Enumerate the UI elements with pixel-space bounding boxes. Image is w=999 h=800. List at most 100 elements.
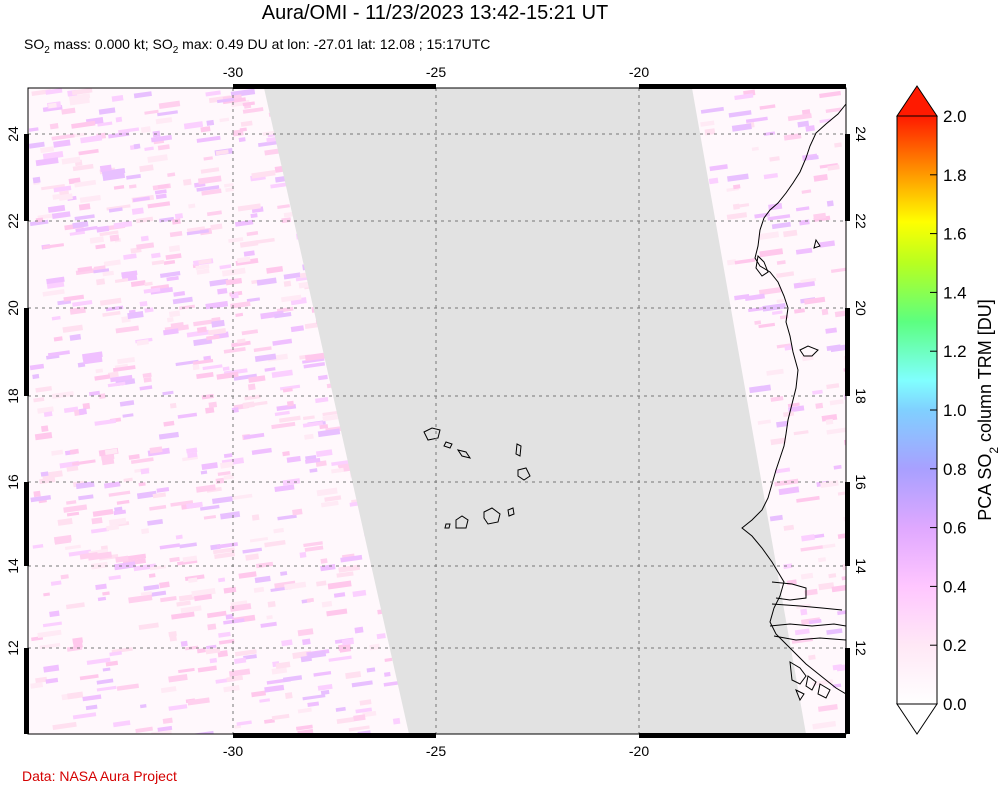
- so2-pixel: [85, 704, 98, 711]
- so2-pixel: [82, 351, 103, 360]
- so2-pixel: [355, 707, 373, 714]
- so2-pixel: [769, 156, 780, 162]
- so2-pixel: [303, 362, 326, 369]
- lat-label-left-20: 20: [5, 300, 21, 316]
- so2-pixel: [955, 667, 969, 673]
- so2-pixel: [140, 468, 150, 475]
- so2-pixel: [376, 633, 386, 640]
- cape-verde-islands: [423, 427, 531, 529]
- so2-pixel: [264, 367, 276, 372]
- so2-pixel: [771, 310, 783, 315]
- so2-pixel: [128, 594, 153, 604]
- so2-pixel: [166, 317, 174, 323]
- lat-label-right-16: 16: [853, 474, 869, 490]
- so2-pixel: [46, 276, 65, 285]
- so2-pixel: [165, 253, 182, 260]
- so2-pixel: [192, 358, 214, 365]
- so2-pixel: [62, 324, 83, 333]
- so2-pixel: [221, 267, 246, 277]
- so2-pixel: [150, 134, 173, 143]
- so2-pixel: [734, 258, 756, 265]
- colorbar-min-arrow: [896, 703, 938, 735]
- so2-pixel: [63, 294, 85, 302]
- so2-pixel: [851, 229, 859, 234]
- so2-pixel: [203, 514, 217, 520]
- so2-pixel: [776, 271, 795, 278]
- so2-pixel: [734, 93, 754, 101]
- so2-pixel: [758, 286, 782, 296]
- so2-pixel: [762, 302, 786, 312]
- so2-pixel: [74, 179, 97, 188]
- so2-pixel: [766, 368, 784, 376]
- so2-pixel: [107, 371, 119, 379]
- so2-pixel: [136, 490, 157, 500]
- lon-label-top-minus30: -30: [223, 64, 243, 80]
- so2-pixel: [219, 264, 232, 270]
- so2-pixel: [248, 375, 266, 383]
- so2-pixel: [264, 718, 275, 724]
- so2-pixel: [338, 564, 361, 573]
- so2-pixel: [49, 610, 60, 618]
- so2-pixel: [253, 346, 272, 353]
- so2-pixel: [207, 623, 217, 631]
- so2-pixel: [759, 104, 776, 110]
- so2-pixel: [871, 479, 893, 487]
- so2-pixel: [876, 315, 897, 323]
- so2-pixel: [845, 582, 846, 589]
- so2-pixel: [205, 300, 229, 310]
- so2-pixel: [258, 140, 282, 147]
- so2-pixel: [813, 212, 827, 220]
- so2-pixel: [251, 170, 276, 179]
- so2-pixel: [863, 592, 878, 600]
- so2-pixel: [203, 355, 212, 361]
- so2-pixel: [60, 574, 69, 580]
- so2-pixel: [281, 294, 302, 303]
- so2-pixel: [94, 374, 111, 381]
- so2-pixel: [800, 545, 823, 552]
- so2-pixel: [238, 571, 257, 579]
- so2-pixel: [72, 712, 97, 720]
- so2-pixel: [135, 216, 154, 224]
- so2-pixel: [215, 149, 229, 156]
- so2-pixel: [825, 107, 842, 114]
- so2-pixel: [228, 237, 244, 243]
- so2-pixel: [99, 297, 122, 306]
- so2-pixel: [813, 174, 828, 182]
- colorbar: 2.0 1.8 1.6 1.4 1.2 1.0 0.8 0.6 0.4 0.2 0.0 PCA SO…: [896, 85, 999, 735]
- so2-pixel: [230, 301, 251, 309]
- so2-pixel: [297, 707, 312, 714]
- so2-pixel: [186, 501, 203, 509]
- so2-pixel: [194, 593, 213, 602]
- so2-pixel: [748, 306, 765, 313]
- so2-pixel: [63, 504, 88, 513]
- so2-pixel: [178, 667, 195, 674]
- so2-pixel: [825, 418, 834, 425]
- so2-pixel: [302, 421, 324, 428]
- so2-pixel: [205, 406, 215, 414]
- so2-pixel: [106, 524, 120, 531]
- so2-pixel: [303, 541, 323, 548]
- so2-pixel: [302, 638, 311, 646]
- so2-pixel: [837, 489, 846, 496]
- so2-pixel: [166, 275, 179, 282]
- so2-pixel: [147, 201, 171, 209]
- so2-pixel: [317, 428, 341, 438]
- so2-pixel: [191, 587, 216, 598]
- so2-pixel: [783, 411, 795, 418]
- so2-pixel: [155, 193, 167, 200]
- so2-pixel: [818, 582, 835, 591]
- so2-pixel: [202, 364, 223, 371]
- so2-pixel: [144, 281, 153, 287]
- colorbar-tick-label: 0.8: [943, 460, 967, 479]
- so2-pixel: [116, 683, 140, 691]
- so2-pixel: [57, 517, 73, 526]
- so2-pixel: [884, 544, 897, 550]
- so2-pixel: [270, 182, 289, 189]
- so2-pixel: [182, 555, 198, 563]
- island-boa-vista: [517, 467, 531, 481]
- so2-pixel: [805, 125, 815, 132]
- so2-pixel: [883, 496, 899, 502]
- so2-pixel: [112, 720, 131, 728]
- so2-pixel: [108, 490, 131, 497]
- so2-pixel: [80, 134, 103, 144]
